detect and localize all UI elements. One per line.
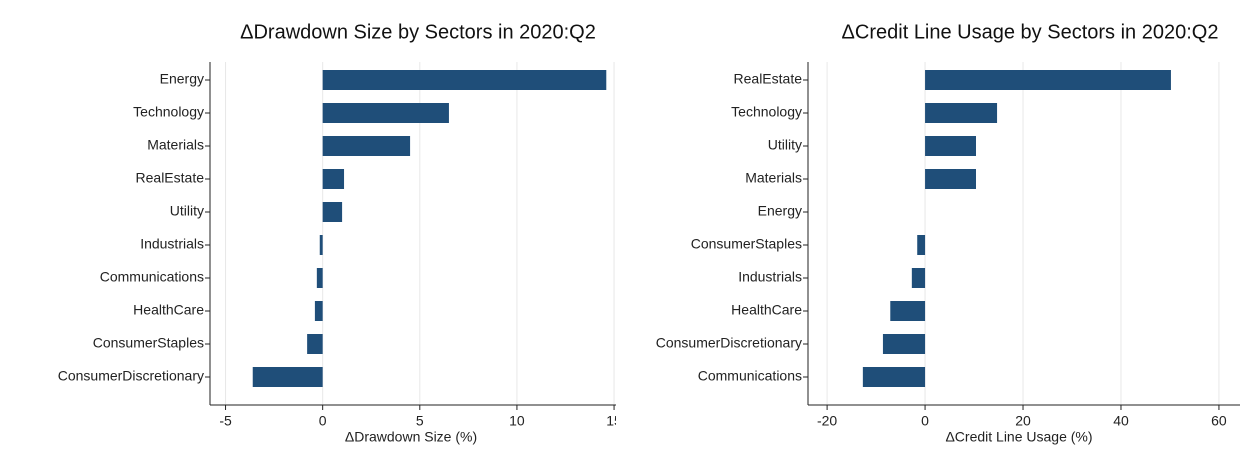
bar bbox=[322, 136, 411, 156]
bar bbox=[322, 169, 345, 189]
x-tick-label: -5 bbox=[219, 413, 232, 429]
y-tick-label: Communications bbox=[100, 269, 204, 285]
y-tick-label: ConsumerDiscretionary bbox=[58, 368, 204, 384]
y-tick-label: Materials bbox=[745, 170, 802, 186]
x-tick-label: 40 bbox=[1113, 413, 1129, 429]
y-tick-label: Materials bbox=[147, 137, 204, 153]
chart-panel: ΔCredit Line Usage by Sectors in 2020:Q2… bbox=[656, 21, 1240, 445]
y-tick-label: Utility bbox=[170, 203, 204, 219]
y-tick-label: HealthCare bbox=[133, 302, 204, 318]
bar bbox=[322, 202, 343, 222]
bar bbox=[882, 334, 926, 354]
bar bbox=[925, 70, 1171, 90]
y-tick-label: Industrials bbox=[140, 236, 204, 252]
bar bbox=[307, 334, 323, 354]
x-axis-title: ΔCredit Line Usage (%) bbox=[945, 429, 1092, 445]
bar bbox=[322, 70, 607, 90]
x-tick-label: 5 bbox=[416, 413, 424, 429]
x-tick-label: 20 bbox=[1015, 413, 1031, 429]
bar bbox=[316, 268, 323, 288]
bar bbox=[314, 301, 323, 321]
y-tick-label: HealthCare bbox=[731, 302, 802, 318]
y-tick-label: RealEstate bbox=[136, 170, 205, 186]
bar bbox=[925, 169, 976, 189]
y-tick-label: Energy bbox=[758, 203, 802, 219]
y-tick-label: ConsumerStaples bbox=[691, 236, 802, 252]
x-tick-label: -20 bbox=[817, 413, 837, 429]
bar bbox=[917, 235, 926, 255]
y-tick-label: RealEstate bbox=[734, 71, 803, 87]
chart-title: ΔCredit Line Usage by Sectors in 2020:Q2 bbox=[842, 21, 1219, 43]
x-tick-label: 60 bbox=[1211, 413, 1227, 429]
bar bbox=[252, 367, 323, 387]
bar bbox=[925, 136, 976, 156]
x-tick-label: 10 bbox=[509, 413, 525, 429]
bar bbox=[322, 103, 449, 123]
x-tick-label: 0 bbox=[319, 413, 327, 429]
bar bbox=[890, 301, 926, 321]
y-tick-label: Utility bbox=[768, 137, 802, 153]
y-tick-label: Technology bbox=[731, 104, 802, 120]
y-tick-label: ConsumerDiscretionary bbox=[656, 335, 802, 351]
x-tick-label: 15 bbox=[606, 413, 616, 429]
y-tick-label: Industrials bbox=[738, 269, 802, 285]
chart-panel: ΔDrawdown Size by Sectors in 2020:Q2 -5 0 5… bbox=[58, 21, 616, 445]
y-tick-label: Energy bbox=[160, 71, 204, 87]
bar bbox=[911, 268, 926, 288]
y-tick-label: ConsumerStaples bbox=[93, 335, 204, 351]
x-tick-label: 0 bbox=[921, 413, 929, 429]
bar bbox=[862, 367, 926, 387]
chart-title: ΔDrawdown Size by Sectors in 2020:Q2 bbox=[240, 21, 596, 43]
y-tick-label: Communications bbox=[698, 368, 802, 384]
bar bbox=[319, 235, 323, 255]
bar bbox=[925, 103, 998, 123]
y-tick-label: Technology bbox=[133, 104, 204, 120]
x-axis-title: ΔDrawdown Size (%) bbox=[345, 429, 477, 445]
